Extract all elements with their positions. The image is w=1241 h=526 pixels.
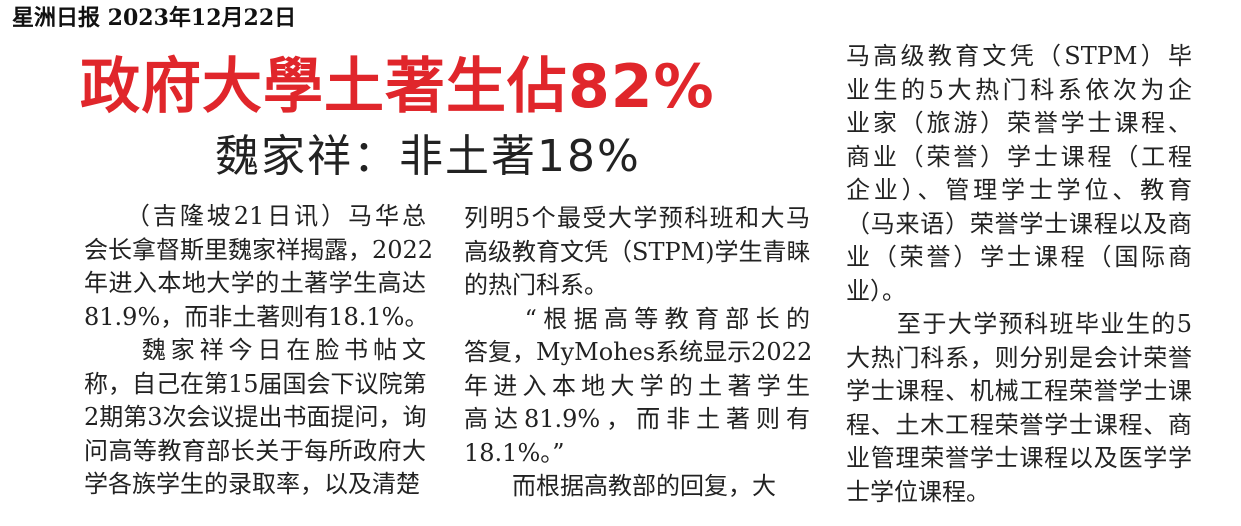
subheadline: 魏家祥：非土著18% (215, 131, 641, 182)
text-line: 业（荣誉）学士课程（国际商 (846, 243, 1192, 271)
text-line: （吉隆坡21日讯）马华总 (84, 202, 426, 230)
text-line: 大热门科系，则分别是会计荣誉 (846, 343, 1192, 372)
text-line: 业管理荣誉学士课程以及医学学 (846, 444, 1192, 472)
text-line: 会长拿督斯里魏家祥揭露，2022 (84, 235, 434, 264)
text-line: 至于大学预科班毕业生的5 (846, 310, 1192, 338)
text-line: 而根据高教部的回复，大 (464, 472, 776, 500)
headline: 政府大學土著生佔82% (80, 52, 715, 122)
article-column-1: （吉隆坡21日讯）马华总 会长拿督斯里魏家祥揭露，2022 年进入本地大学的土著学生… (84, 200, 434, 502)
text-line: 企业）、管理学士学位、教育 (846, 176, 1192, 204)
text-line: 2期第3次会议提出书面提问，询 (84, 403, 427, 431)
text-line: 魏家祥今日在脸书帖文 (84, 336, 426, 364)
text-line: 18.1%。” (464, 438, 565, 467)
text-line: 列明5个最受大学预科班和大马 (464, 204, 810, 232)
masthead-date: 星洲日报 2023年12月22日 (12, 5, 297, 31)
text-line: 81.9%，而非土著则有18.1%。 (84, 302, 429, 331)
text-line: 高达81.9%，而非土著则有 (464, 405, 810, 433)
text-line: 答复，MyMohes系统显示2022 (464, 338, 813, 366)
text-line: 年进入本地大学的土著学生高达 (84, 269, 426, 297)
text-line: 业家（旅游）荣誉学士课程、 (846, 109, 1192, 137)
text-line: 马高级教育文凭（STPM）毕 (846, 42, 1192, 70)
text-line: 称，自己在第15届国会下议院第 (84, 369, 427, 398)
text-line: 问高等教育部长关于每所政府大 (84, 436, 426, 465)
text-line: 业）。 (846, 276, 906, 305)
text-line: 年进入本地大学的土著学生 (464, 371, 810, 400)
text-line: 程、土木工程荣誉学士课程、商 (846, 410, 1192, 439)
text-line: （马来语）荣誉学士课程以及商 (846, 209, 1192, 238)
text-line: 高级教育文凭（STPM)学生青睐 (464, 237, 811, 266)
text-line: 业生的5大热门科系依次为企 (846, 75, 1192, 104)
text-line: 学各族学生的录取率，以及清楚 (84, 470, 420, 498)
text-line: 学士课程、机械工程荣誉学士课 (846, 377, 1192, 405)
article-column-3: 马高级教育文凭（STPM）毕 业生的5大热门科系依次为企 业家（旅游）荣誉学士课程、… (846, 40, 1192, 509)
text-line: 商业（荣誉）学士课程（工程 (846, 142, 1192, 171)
text-line: “根据高等教育部长的 (464, 304, 810, 333)
article-column-2: 列明5个最受大学预科班和大马 高级教育文凭（STPM)学生青睐 的热门科系。 “根据… (464, 202, 813, 504)
text-line: 的热门科系。 (464, 271, 608, 299)
text-line: 士学位课程。 (846, 477, 990, 506)
